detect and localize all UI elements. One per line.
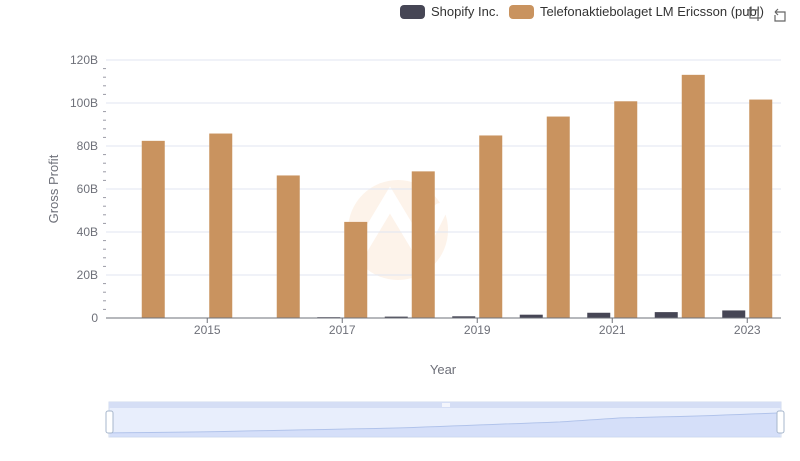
x-axis: 2015 2017 2019 2021 2023: [106, 317, 781, 337]
y-tick-label: 0: [91, 311, 98, 325]
legend-swatch-ericsson: [508, 4, 534, 19]
x-tick-label: 2019: [464, 323, 491, 337]
slider-handle-left[interactable]: [105, 410, 114, 434]
y-axis-title: Gross Profit: [46, 154, 61, 223]
bar-ericsson-2023[interactable]: [749, 99, 773, 318]
y-tick-label: 120B: [70, 53, 98, 67]
bar-ericsson-2020[interactable]: [546, 116, 570, 318]
bar-ericsson-2018[interactable]: [411, 171, 435, 318]
y-tick-label: 20B: [77, 268, 98, 282]
y-tick-label: 40B: [77, 225, 98, 239]
y-axis: 0 20B 40B 60B 80B 100B 120B: [70, 53, 106, 325]
zoom-icon[interactable]: [746, 6, 762, 22]
y-tick-label: 100B: [70, 96, 98, 110]
bar-shopify-2018[interactable]: [384, 316, 408, 318]
data-zoom-slider[interactable]: [105, 401, 785, 438]
bar-shopify-2023[interactable]: [722, 310, 746, 318]
x-axis-title: Year: [430, 362, 457, 377]
slider-preview-area: [110, 413, 780, 437]
x-tick-label: 2021: [599, 323, 626, 337]
bar-shopify-2019[interactable]: [452, 316, 476, 318]
toolbox: [746, 6, 798, 22]
bar-ericsson-2014[interactable]: [141, 140, 165, 318]
legend: Shopify Inc. Telefonaktiebolaget LM Eric…: [400, 4, 774, 19]
legend-item-shopify[interactable]: Shopify Inc.: [400, 4, 499, 19]
x-tick-label: 2015: [194, 323, 221, 337]
bar-ericsson-2021[interactable]: [614, 101, 638, 318]
bar-shopify-2022[interactable]: [654, 312, 678, 318]
bar-shopify-2021[interactable]: [587, 312, 611, 318]
bar-ericsson-2019[interactable]: [479, 135, 503, 318]
legend-item-ericsson[interactable]: Telefonaktiebolaget LM Ericsson (publ): [508, 4, 764, 19]
legend-label-shopify: Shopify Inc.: [431, 4, 499, 19]
slider-move-handle[interactable]: [442, 403, 450, 407]
bar-shopify-2020[interactable]: [519, 314, 543, 318]
slider-handle-right[interactable]: [776, 410, 785, 434]
bar-ericsson-2022[interactable]: [681, 74, 705, 319]
bar-ericsson-2015[interactable]: [209, 133, 233, 318]
y-tick-label: 80B: [77, 139, 98, 153]
restore-icon[interactable]: [772, 6, 788, 22]
legend-label-ericsson: Telefonaktiebolaget LM Ericsson (publ): [539, 4, 764, 19]
bar-ericsson-2016[interactable]: [276, 175, 300, 318]
legend-swatch-shopify: [400, 4, 425, 19]
y-tick-label: 60B: [77, 182, 98, 196]
x-tick-label: 2023: [734, 323, 761, 337]
x-tick-label: 2017: [329, 323, 356, 337]
bars: [114, 74, 773, 319]
bar-ericsson-2017[interactable]: [344, 221, 368, 318]
